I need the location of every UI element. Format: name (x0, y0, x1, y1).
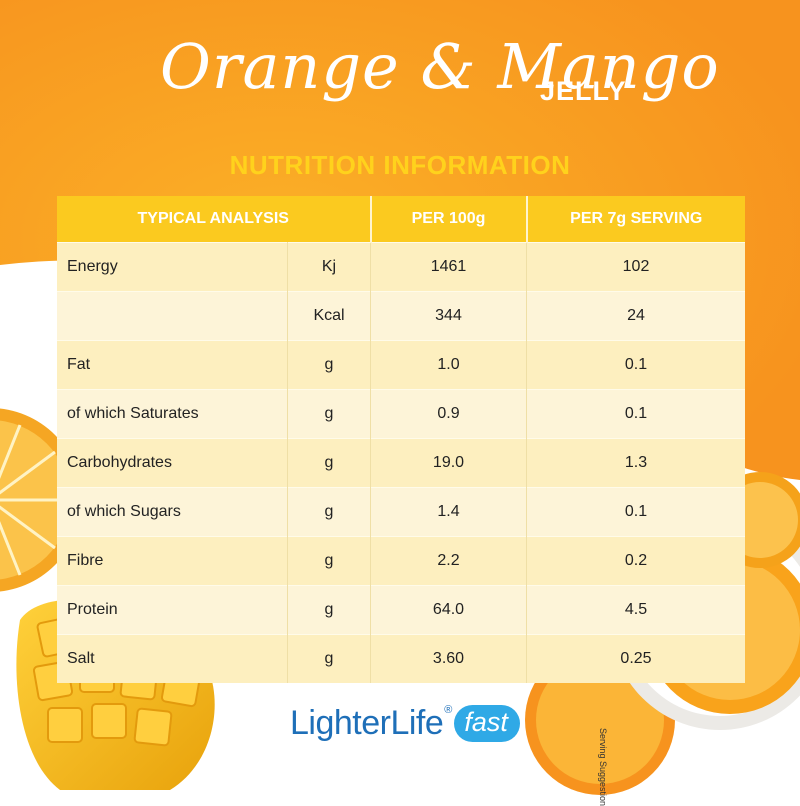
nutrient-unit: g (287, 389, 371, 439)
value-per-100g: 1461 (370, 242, 527, 292)
value-per-100g: 2.2 (370, 536, 527, 586)
table-row: Fibre g 2.2 0.2 (57, 536, 745, 586)
table-row: Salt g 3.60 0.25 (57, 634, 745, 683)
value-per-serving: 0.1 (526, 389, 745, 439)
value-per-100g: 3.60 (370, 634, 527, 683)
nutrient-unit: Kj (287, 242, 371, 292)
table-row: of which Saturates g 0.9 0.1 (57, 389, 745, 439)
header-per-serving: PER 7g SERVING (526, 196, 745, 243)
table-row: Kcal 344 24 (57, 291, 745, 341)
value-per-100g: 19.0 (370, 438, 527, 488)
nutrient-name: Fibre (57, 536, 288, 586)
table-row: Energy Kj 1461 102 (57, 242, 745, 292)
value-per-serving: 0.1 (526, 340, 745, 390)
product-type-label: JELLY (540, 76, 627, 106)
nutrient-unit: g (287, 340, 371, 390)
table-row: Protein g 64.0 4.5 (57, 585, 745, 635)
value-per-100g: 64.0 (370, 585, 527, 635)
value-per-100g: 1.0 (370, 340, 527, 390)
nutrient-name: Salt (57, 634, 288, 683)
product-name-script: Orange & Mango (160, 30, 720, 103)
nutrient-name: Fat (57, 340, 288, 390)
value-per-serving: 0.25 (526, 634, 745, 683)
table-row: Carbohydrates g 19.0 1.3 (57, 438, 745, 488)
nutrition-table: TYPICAL ANALYSIS PER 100g PER 7g SERVING… (57, 196, 745, 683)
nutrient-unit: g (287, 536, 371, 586)
value-per-100g: 0.9 (370, 389, 527, 439)
nutrient-name (57, 291, 288, 341)
value-per-100g: 344 (370, 291, 527, 341)
nutrient-name: of which Sugars (57, 487, 288, 537)
nutrient-name: Carbohydrates (57, 438, 288, 488)
header-per-100g: PER 100g (370, 196, 528, 243)
value-per-serving: 102 (526, 242, 745, 292)
nutrient-unit: g (287, 487, 371, 537)
header-typical-analysis: TYPICAL ANALYSIS (57, 196, 372, 243)
serving-suggestion-note: Serving Suggestion (598, 728, 608, 806)
value-per-serving: 4.5 (526, 585, 745, 635)
value-per-serving: 24 (526, 291, 745, 341)
nutrient-unit: g (287, 585, 371, 635)
registered-mark: ® (444, 704, 453, 716)
value-per-100g: 1.4 (370, 487, 527, 537)
nutrient-unit: g (287, 634, 371, 683)
nutrient-unit: g (287, 438, 371, 488)
table-header-row: TYPICAL ANALYSIS PER 100g PER 7g SERVING (57, 196, 745, 243)
brand-logo-text: LighterLife (290, 703, 444, 742)
value-per-serving: 1.3 (526, 438, 745, 488)
value-per-serving: 0.1 (526, 487, 745, 537)
nutrient-name: of which Saturates (57, 389, 288, 439)
nutrient-name: Protein (57, 585, 288, 635)
brand-logo-fast-badge: fast (454, 704, 520, 742)
nutrient-unit: Kcal (287, 291, 371, 341)
table-row: Fat g 1.0 0.1 (57, 340, 745, 390)
table-row: of which Sugars g 1.4 0.1 (57, 487, 745, 537)
brand-logo: LighterLife ® fast (290, 700, 520, 746)
nutrient-name: Energy (57, 242, 288, 292)
nutrition-heading: NUTRITION INFORMATION (229, 150, 571, 180)
value-per-serving: 0.2 (526, 536, 745, 586)
